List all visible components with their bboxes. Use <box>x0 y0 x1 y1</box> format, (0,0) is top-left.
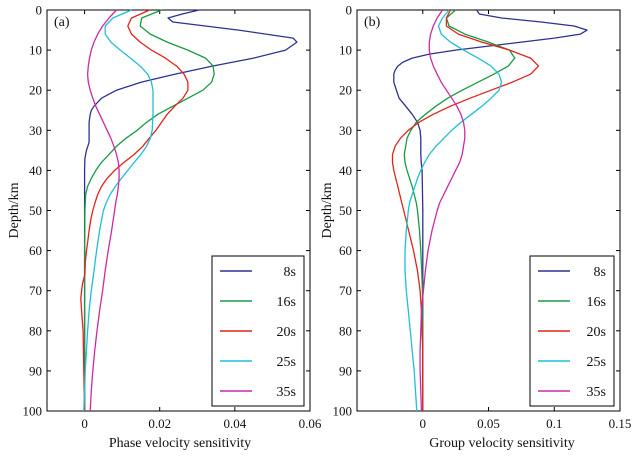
y-tick-label: 20 <box>339 83 352 98</box>
y-tick-label: 90 <box>29 363 42 378</box>
legend: 8s 16s 20s 25s 35s <box>529 255 615 407</box>
legend-entry: 25s <box>277 355 296 370</box>
legend-entry: 35s <box>277 385 296 400</box>
y-tick-label: 80 <box>29 323 42 338</box>
y-tick-label: 0 <box>36 3 43 18</box>
y-tick-label: 20 <box>29 83 42 98</box>
legend-entry: 16s <box>587 295 606 310</box>
panel-a: 0 10 20 30 40 50 60 70 80 90 100 0 0.02 0.04 0.06 Phase… <box>7 3 322 452</box>
series-line-25s <box>404 9 503 412</box>
y-tick-label: 40 <box>29 163 42 178</box>
x-axis-label: Phase velocity sensitivity <box>109 436 251 451</box>
y-tick-label: 50 <box>339 203 352 218</box>
x-tick-label: 0.06 <box>299 416 322 431</box>
x-axis-label: Group velocity sensitivity <box>429 436 574 451</box>
legend: 8s 16s 20s 25s 35s <box>211 255 305 407</box>
y-tick-label: 90 <box>339 363 352 378</box>
series-line-8s <box>393 9 588 411</box>
y-tick-label: 10 <box>29 43 42 58</box>
y-tick-label: 60 <box>29 243 42 258</box>
legend-entry: 16s <box>277 295 296 310</box>
y-tick-label: 100 <box>333 404 353 419</box>
legend-box <box>211 255 305 407</box>
x-tick-label: 0.15 <box>609 416 632 431</box>
series-line-20s <box>391 9 540 411</box>
y-axis-label: Depth/km <box>320 182 335 238</box>
series-line-35s <box>86 9 120 412</box>
y-tick-label: 60 <box>339 243 352 258</box>
legend-entry: 35s <box>587 385 606 400</box>
y-axis-label: Depth/km <box>7 182 22 238</box>
legend-entry: 25s <box>587 355 606 370</box>
series-line-25s <box>83 9 154 412</box>
y-tick-label: 30 <box>339 123 352 138</box>
y-tick-label: 40 <box>339 163 352 178</box>
y-tick-label: 70 <box>29 283 42 298</box>
x-tick-label: 0.02 <box>148 416 171 431</box>
y-tick-label: 30 <box>29 123 42 138</box>
x-tick-label: 0 <box>420 416 427 431</box>
x-tick-label: 0 <box>81 416 88 431</box>
panel-label: (a) <box>54 15 70 30</box>
y-tick-label: 80 <box>339 323 352 338</box>
y-tick-label: 70 <box>339 283 352 298</box>
y-tick-label: 50 <box>29 203 42 218</box>
series-line-16s <box>83 9 215 411</box>
x-tick-label: 0.1 <box>546 416 562 431</box>
series-line-16s <box>403 9 516 411</box>
legend-entry: 8s <box>594 265 606 280</box>
series-line-35s <box>419 9 466 412</box>
x-tick-label: 0.05 <box>477 416 500 431</box>
series-line-20s <box>80 9 189 412</box>
y-tick-label: 100 <box>23 404 43 419</box>
legend-entry: 20s <box>587 325 606 340</box>
panel-label: (b) <box>364 15 381 30</box>
y-tick-label: 0 <box>346 3 353 18</box>
y-tick-label: 10 <box>339 43 352 58</box>
panel-b: 0 10 20 30 40 50 60 70 80 90 100 0 0.05 0.1 0.15 Group … <box>320 3 631 452</box>
legend-entry: 20s <box>277 325 296 340</box>
legend-entry: 8s <box>284 265 296 280</box>
x-tick-label: 0.04 <box>223 416 246 431</box>
